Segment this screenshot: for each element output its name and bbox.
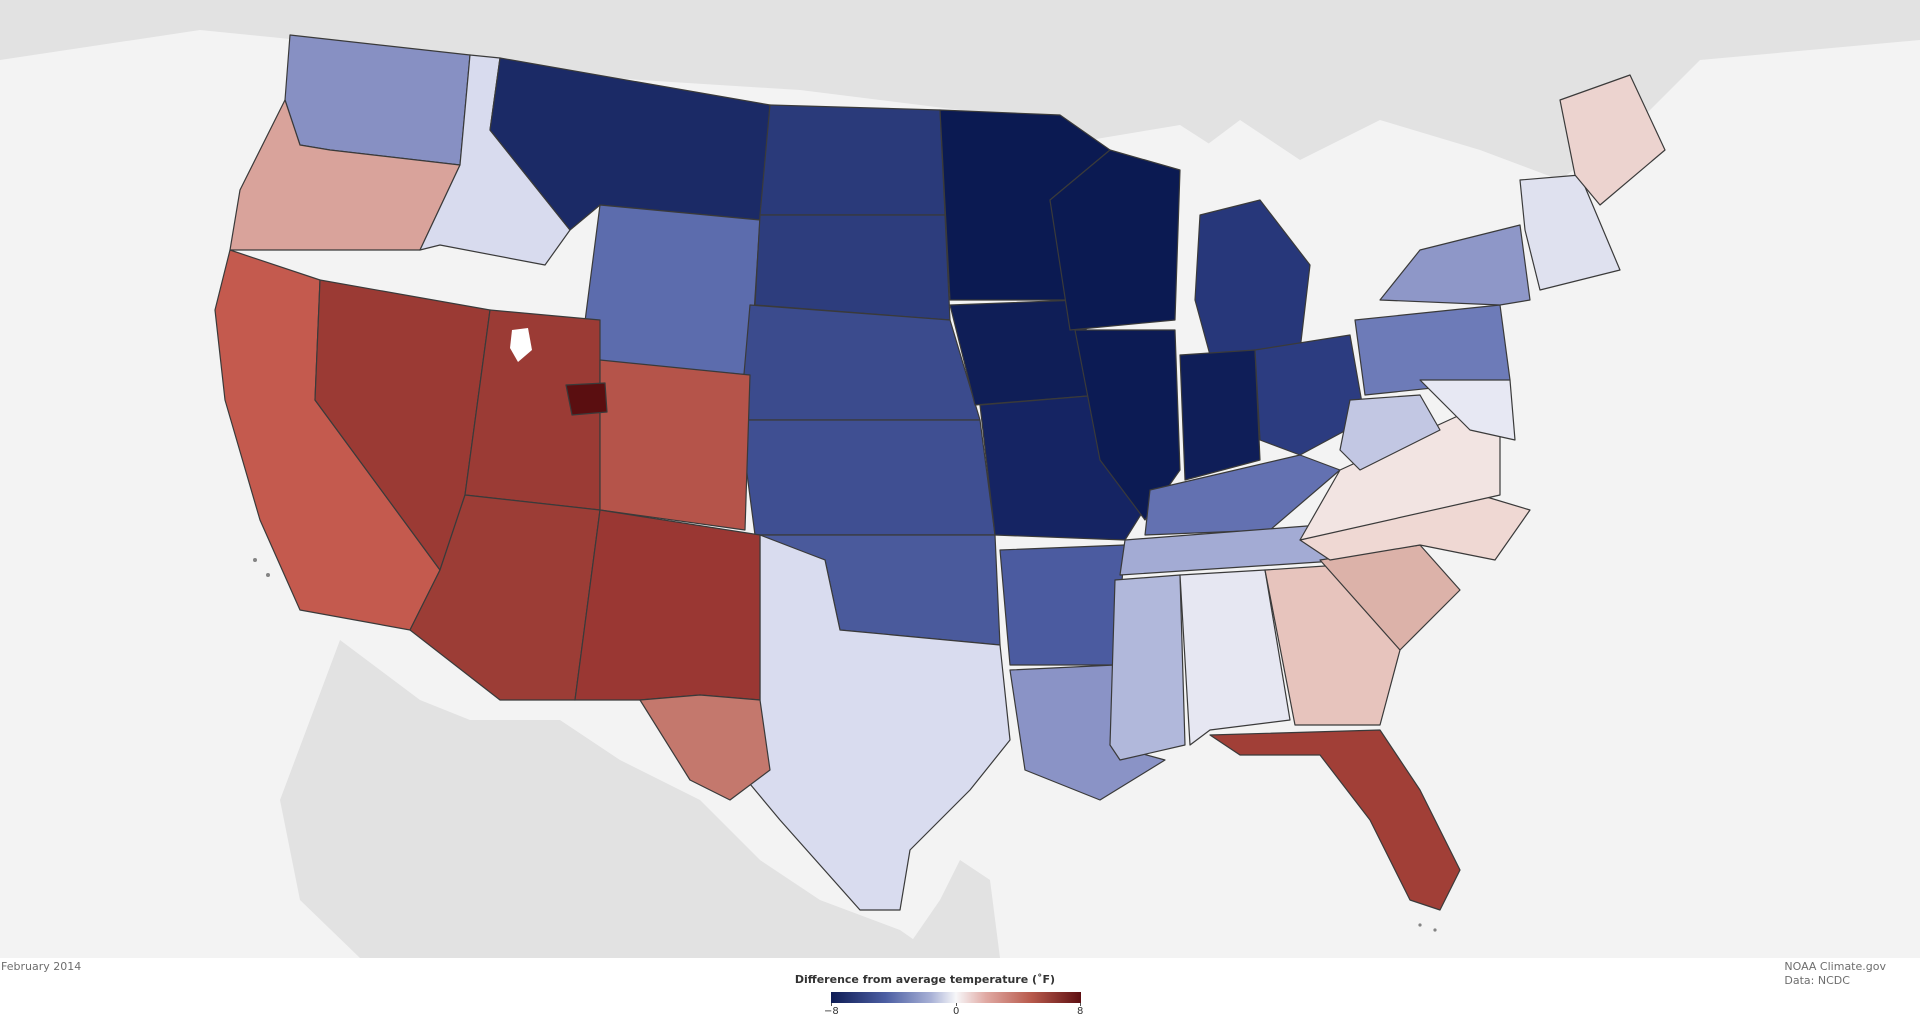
state-michigan <box>1194 199 1311 356</box>
credit-data: Data: NCDC <box>1784 974 1850 987</box>
state-florida <box>1209 729 1461 911</box>
state-arkansas <box>999 544 1126 666</box>
great-salt-lake <box>510 328 532 362</box>
state-colorado <box>599 359 751 531</box>
states <box>214 34 1666 911</box>
state-alabama <box>1179 569 1291 746</box>
region-hot-spot <box>565 382 608 416</box>
legend-min-label: −8 <box>824 1006 839 1017</box>
state-north-dakota <box>759 104 946 216</box>
state-west-virginia <box>1339 394 1441 471</box>
state-new-england <box>1519 174 1621 291</box>
date-label: February 2014 <box>1 960 82 973</box>
state-maine <box>1559 74 1666 206</box>
state-wyoming <box>579 204 761 376</box>
legend-tick-mid-mark <box>956 1003 957 1006</box>
state-kentucky <box>1144 454 1341 536</box>
credit-source: NOAA Climate.gov <box>1784 960 1886 973</box>
state-new-york <box>1379 224 1531 306</box>
state-new-mexico <box>574 509 761 701</box>
surrounding-land <box>0 0 1920 958</box>
legend-mid-label: 0 <box>953 1006 960 1017</box>
legend-tick-min-mark <box>831 1003 832 1006</box>
state-south-dakota <box>754 214 951 321</box>
state-wisconsin <box>1049 149 1181 331</box>
state-washington <box>284 34 471 166</box>
state-nebraska <box>739 304 981 421</box>
coast-details <box>253 558 1437 932</box>
legend-title: Difference from average temperature (˚F) <box>794 973 1056 986</box>
state-new-jersey-md <box>1419 379 1516 441</box>
state-kansas <box>739 419 996 536</box>
state-mississippi <box>1109 574 1186 761</box>
legend-color-bar <box>831 992 1081 1003</box>
state-ohio <box>1254 334 1366 456</box>
credits: NOAA Climate.gov Data: NCDC <box>1784 960 1886 988</box>
legend-max-label: 8 <box>1077 1006 1084 1017</box>
state-indiana <box>1179 349 1261 481</box>
map-area <box>0 0 1920 958</box>
legend-tick-max-mark <box>1080 1003 1081 1006</box>
us-temperature-map <box>0 0 1920 958</box>
state-virginia <box>1299 414 1501 541</box>
state-west-texas-warm <box>639 694 771 801</box>
